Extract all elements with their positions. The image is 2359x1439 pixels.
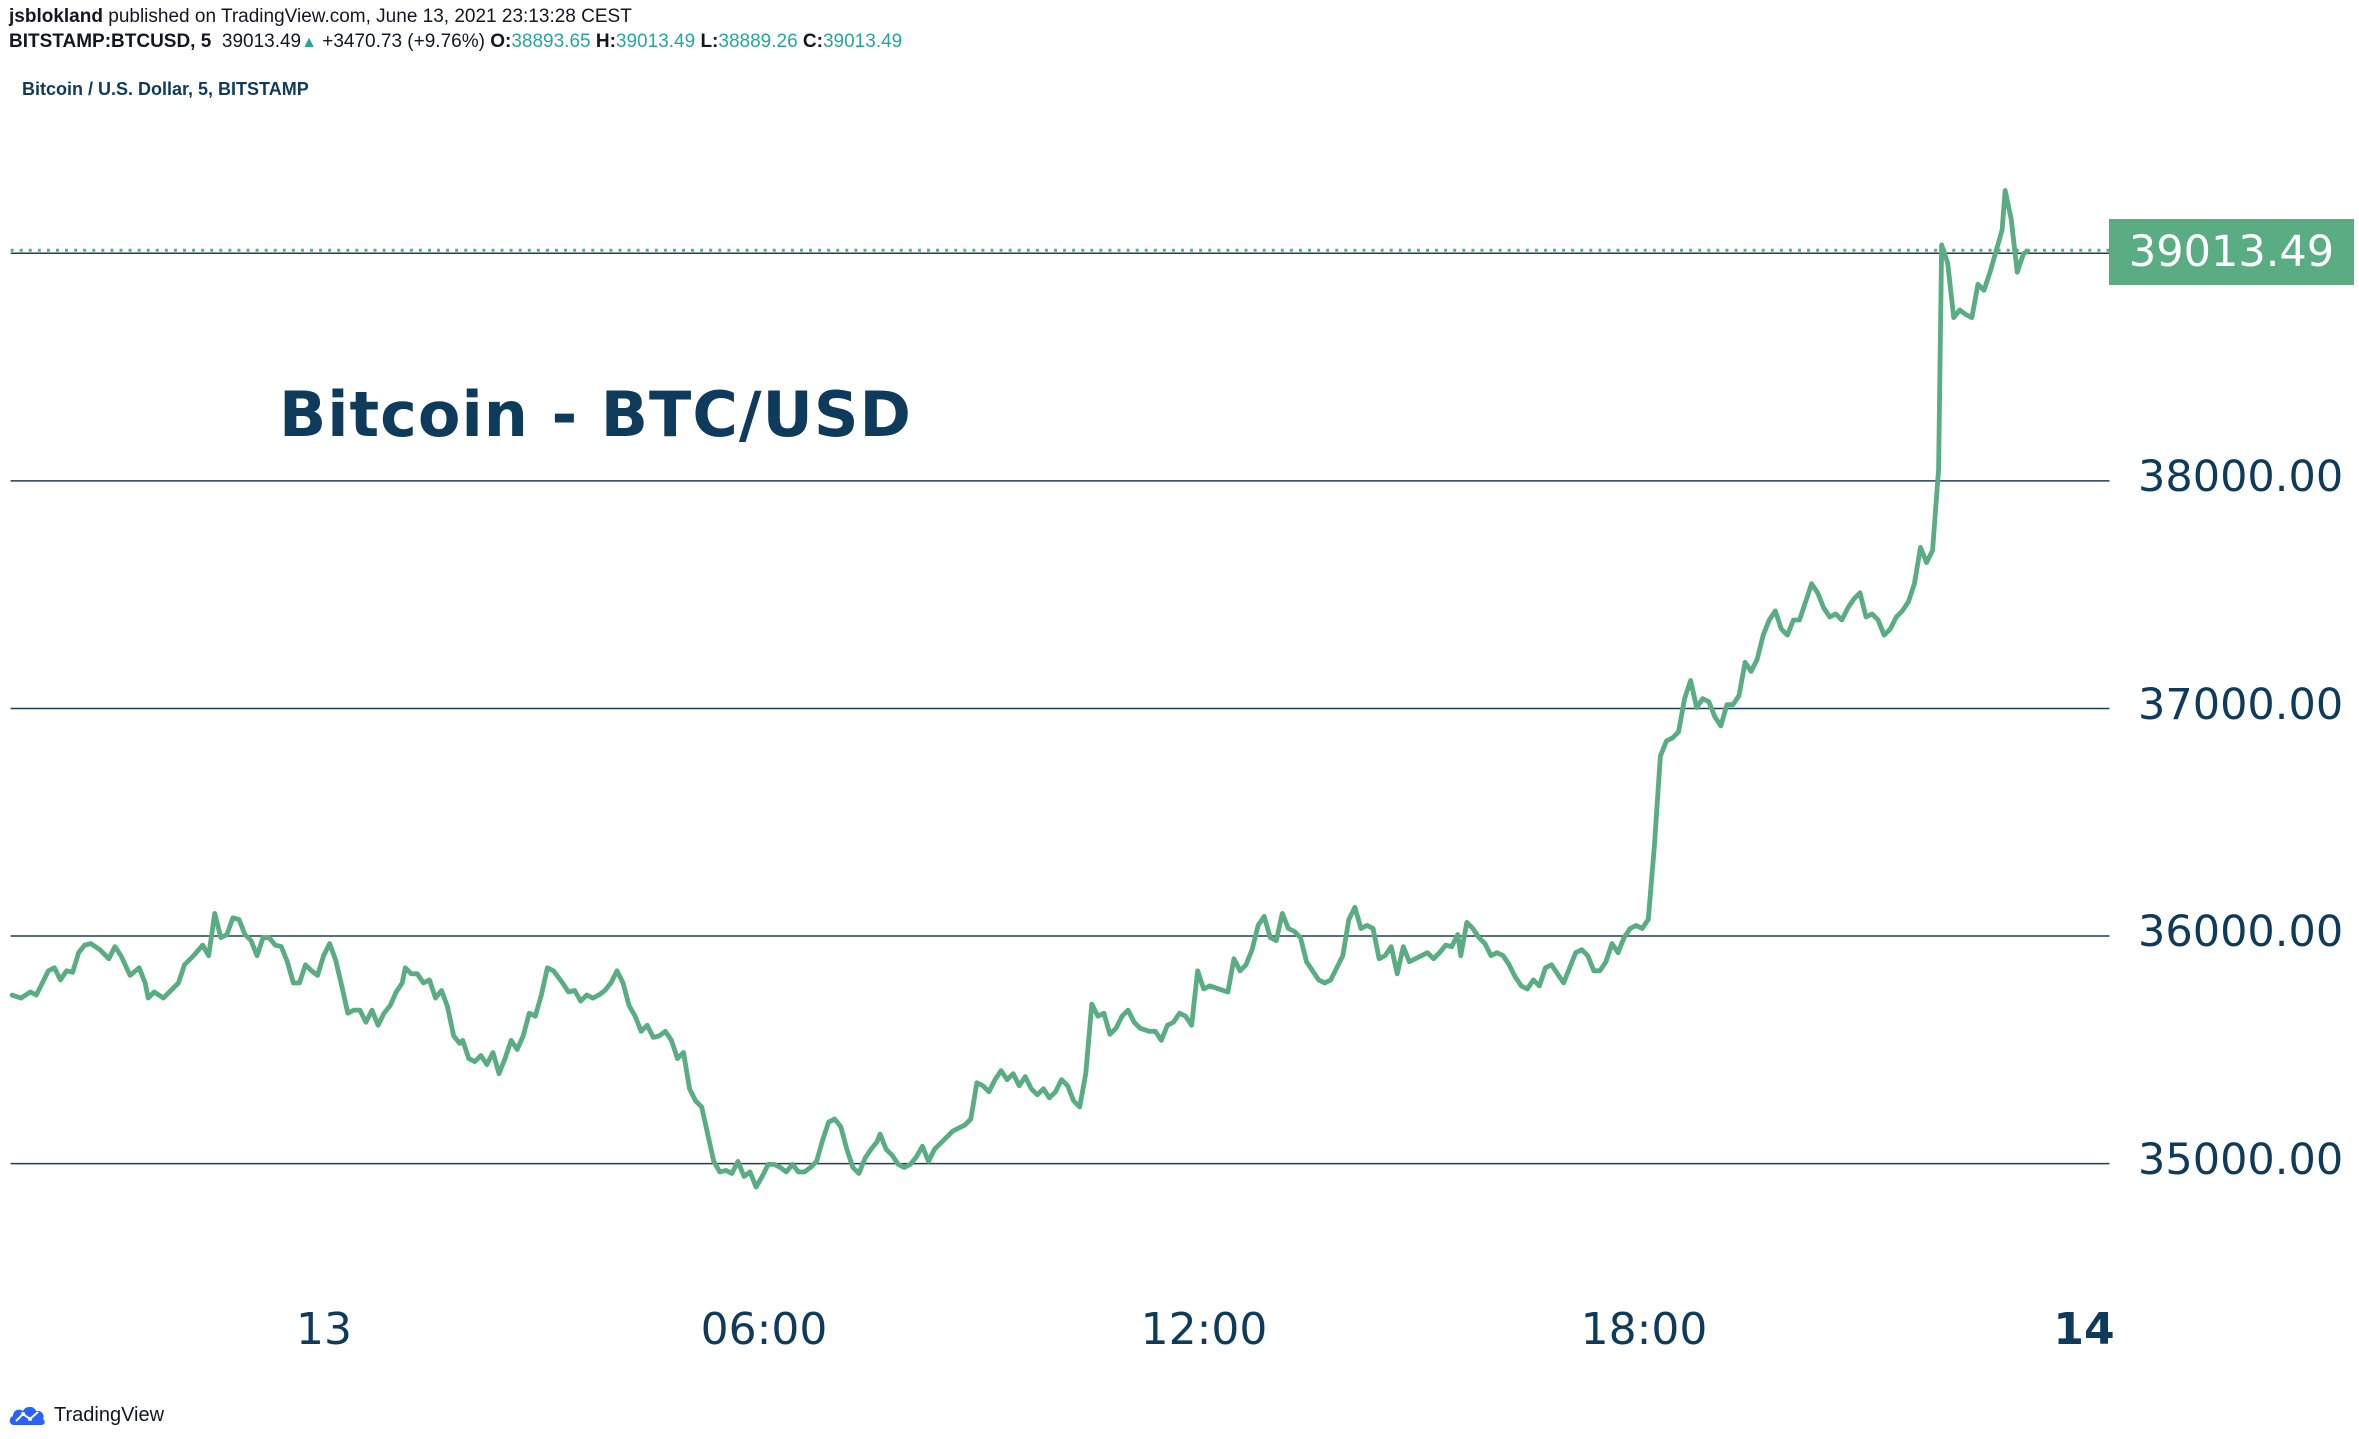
low-value: 38889.26	[718, 31, 798, 52]
high-value: 39013.49	[615, 31, 696, 52]
price-change: +3470.73 (+9.76%)	[322, 31, 485, 52]
price-line	[9, 188, 2031, 1190]
tradingview-logo-text: TradingView	[54, 1403, 165, 1426]
last-price: 39013.49	[221, 31, 302, 52]
ohlc-legend: BITSTAMP:BTCUSD, 5 39013.49▲ +3470.73 (+…	[9, 31, 902, 53]
published-text: published on TradingView.com, June 13, 2…	[108, 6, 632, 27]
tradingview-cloud-icon	[9, 1406, 45, 1425]
up-arrow-icon: ▲	[301, 34, 317, 51]
series-title: Bitcoin / U.S. Dollar, 5, BITSTAMP	[22, 79, 309, 99]
x-axis-label-1200: 12:00	[1140, 1304, 1268, 1355]
close-label: C:	[802, 31, 823, 52]
y-axis-label-38000: 38000.00	[2138, 452, 2344, 502]
low-label: L:	[700, 31, 719, 52]
publish-info: jsblokland published on TradingView.com,…	[9, 6, 632, 28]
gridlines	[10, 252, 2110, 1165]
close-value: 39013.49	[822, 31, 903, 52]
symbol-label: BITSTAMP:BTCUSD, 5	[9, 31, 212, 52]
y-axis-label-35000: 35000.00	[2138, 1135, 2344, 1185]
last-price-label: 39013.49	[2109, 219, 2354, 285]
x-axis-label-14: 14	[2053, 1304, 2115, 1355]
x-axis-label-13: 13	[296, 1304, 352, 1355]
open-value: 38893.65	[511, 31, 591, 52]
x-axis-label-1800: 18:00	[1580, 1304, 1708, 1355]
chart-watermark-title: Bitcoin - BTC/USD	[279, 378, 912, 451]
y-axis-label-37000: 37000.00	[2138, 680, 2344, 730]
tradingview-logo[interactable]: TradingView	[8, 1403, 164, 1427]
x-axis-label-0600: 06:00	[700, 1304, 828, 1355]
open-label: O:	[490, 31, 512, 52]
high-label: H:	[595, 31, 616, 52]
author-name[interactable]: jsblokland	[9, 6, 103, 27]
y-axis-label-36000: 36000.00	[2138, 907, 2344, 957]
